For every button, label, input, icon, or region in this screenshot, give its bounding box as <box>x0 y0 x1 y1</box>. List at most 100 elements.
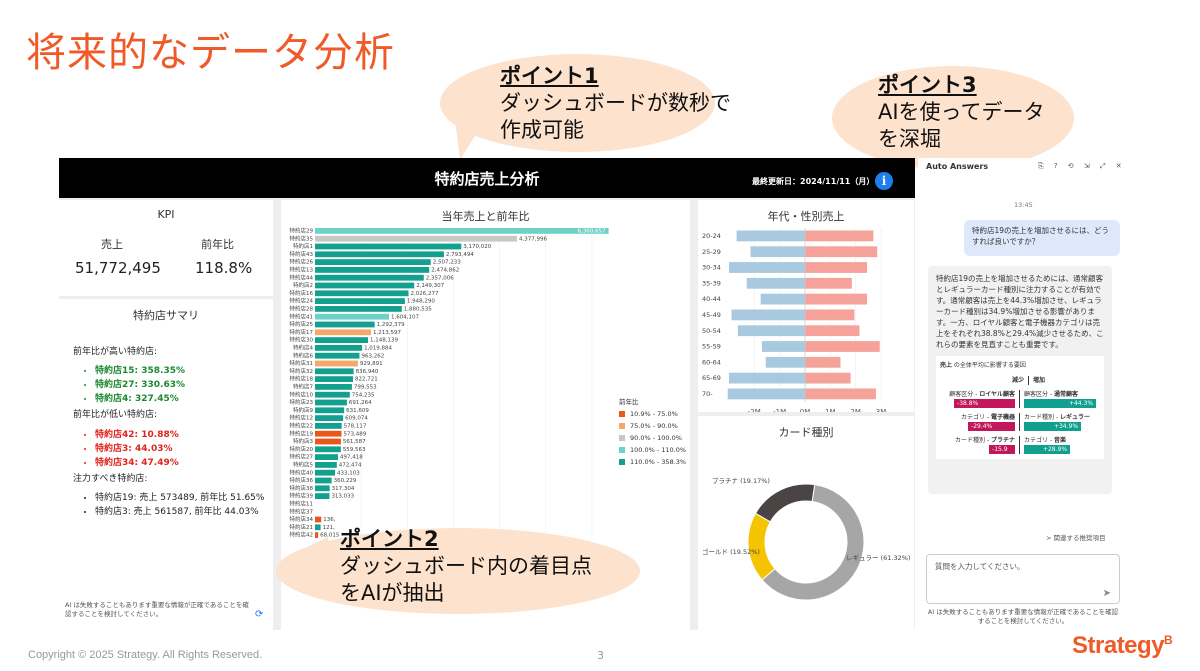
bar-category-label: 特約店44 <box>290 273 314 281</box>
age-category-label: 60-64 <box>702 358 721 366</box>
user-question: 特約店19の売上を増加させるには、どうすれば良いですか？ <box>964 220 1120 256</box>
bar-category-label: 特約店32 <box>290 367 314 375</box>
bar-value-label: 313,033 <box>331 494 354 500</box>
factor-row: カテゴリ - 電子機器 -29.4% カード種別 - レギュラー +34.9% <box>940 413 1100 431</box>
bar-value-label: 68,015 <box>320 533 340 539</box>
bar-female <box>805 309 855 321</box>
dashboard-title: 特約店売上分析 <box>434 170 540 188</box>
bar <box>315 290 409 297</box>
age-category-label: 30-34 <box>702 264 721 272</box>
bar-category-label: 特約店30 <box>290 336 314 344</box>
bar-male <box>729 262 805 273</box>
age-category-label: 40-44 <box>702 295 721 303</box>
bar-category-label: 特約店35 <box>290 234 314 242</box>
bar <box>315 454 338 460</box>
bar-value-label: 559,563 <box>343 447 366 453</box>
bar-value-label: 433,103 <box>337 470 360 476</box>
factor-positive: カテゴリ - 音楽 +28.9% <box>1020 436 1100 454</box>
x-tick-label: -2M <box>748 408 761 412</box>
donut-slice-label: プラチナ (19.17%) <box>712 477 770 485</box>
age-category-label: 55-59 <box>702 343 721 351</box>
bar-category-label: 特約店40 <box>290 468 314 476</box>
callout-1-line2: 作成可能 <box>500 118 584 142</box>
auto-answers-toolbar[interactable]: ⎘ ? ⟲ ⇲ ⤢ ✕ <box>1038 162 1126 170</box>
high-yoy-heading: 前年比が高い特約店: <box>73 347 158 357</box>
page-number: 3 <box>597 649 604 662</box>
focus-heading: 注力すべき特約店: <box>73 474 148 484</box>
factor-row: 顧客区分 - ロイヤル顧客 -38.8% 顧客区分 - 通常顧客 +44.3% <box>940 390 1100 408</box>
callout-3-line2: を深堀 <box>878 127 941 151</box>
summary-title: 特約店サマリ <box>133 309 199 322</box>
factor-positive-label: カテゴリ - 音楽 <box>1024 437 1067 444</box>
auto-answers-disclaimer: AI は失敗することもあります重要な情報が正確であることを確認することを検討して… <box>927 608 1119 625</box>
question-placeholder: 質問を入力してください。 <box>935 562 1025 571</box>
bar <box>315 524 321 531</box>
age-category-label: 35-39 <box>702 279 721 287</box>
factor-negative: 顧客区分 - ロイヤル顧客 -38.8% <box>940 390 1021 408</box>
bar-category-label: 特約店11 <box>290 500 314 508</box>
bar-female <box>805 341 880 352</box>
callout-2-line2: をAIが抽出 <box>340 581 445 605</box>
list-item: 特約店27: 330.63% <box>95 377 185 390</box>
bar-value-label: 822,721 <box>355 377 378 383</box>
bar-value-label: 1,948,290 <box>407 299 435 305</box>
factor-negative-label: カテゴリ - 電子機器 <box>961 414 1016 421</box>
kpi-sales-value: 51,772,495 <box>75 259 161 277</box>
kpi-sales-label: 売上 <box>101 238 123 251</box>
callout-bubble-3 <box>832 66 1074 170</box>
summary-panel: 特約店サマリ 前年比が高い特約店: 特約店15: 358.35% 特約店27: … <box>59 299 273 630</box>
bar-category-label: 特約店19 <box>290 429 314 437</box>
bar-category-label: 特約店20 <box>290 445 314 453</box>
bar-female <box>805 246 878 258</box>
bar-value-label: 4,377,996 <box>519 236 547 242</box>
bar-category-label: 特約店28 <box>290 305 314 313</box>
age-category-label: 65-69 <box>702 374 721 382</box>
bar <box>315 407 345 414</box>
auto-answers-title: Auto Answers <box>926 162 989 171</box>
bar <box>315 376 353 382</box>
bar-value-label: 1,148,139 <box>370 338 398 344</box>
question-input[interactable]: 質問を入力してください。 ➤ <box>926 554 1120 604</box>
bar <box>315 423 342 429</box>
sales-chart-title: 当年売上と前年比 <box>441 210 530 223</box>
bar-value-label: 1,019,884 <box>364 346 392 352</box>
age-category-label: 70- <box>702 390 713 398</box>
bar-value-label: 573,489 <box>343 431 366 437</box>
bar <box>315 329 372 336</box>
info-icon[interactable]: i <box>875 172 893 190</box>
bar-female <box>805 356 841 368</box>
legend-swatch <box>619 423 625 429</box>
send-icon[interactable]: ➤ <box>1102 588 1111 599</box>
factor-negative-bar: -29.4% <box>968 422 1016 431</box>
bar-category-label: 特約店29 <box>290 227 314 235</box>
bar-category-label: 特約店18 <box>290 375 314 383</box>
bar-category-label: 特約店13 <box>290 266 314 274</box>
bar-category-label: 特約店43 <box>290 250 314 258</box>
strategy-logo: StrategyB <box>1072 632 1173 659</box>
bar <box>315 259 431 265</box>
factor-title: 売上 の全体平均に影響する要因 <box>940 362 1026 369</box>
donut-slice-label: レギュラー (61.32%) <box>846 554 910 562</box>
bar <box>315 306 402 312</box>
legend-item: 75.0% - 90.0% <box>619 420 686 432</box>
copyright: Copyright © 2025 Strategy. All Rights Re… <box>28 649 263 661</box>
bar <box>315 415 344 421</box>
list-item: 特約店19: 売上 573489, 前年比 51.65% <box>95 490 264 503</box>
bar-category-label: 特約店17 <box>290 328 314 336</box>
callout-1: ポイント1 ダッシュボードが数秒で 作成可能 <box>500 63 731 144</box>
related-suggestions-link[interactable]: > 関連する推奨項目 <box>1046 534 1106 542</box>
kpi-panel: KPI 売上 前年比 51,772,495 118.8% <box>59 200 273 296</box>
bar <box>315 477 332 484</box>
bar-value-label: 1,213,597 <box>373 330 401 336</box>
bar-male <box>736 230 805 242</box>
factor-positive-bar: +34.9% <box>1024 422 1082 431</box>
refresh-icon[interactable]: ⟳ <box>255 609 264 620</box>
bar-category-label: 特約店12 <box>290 414 314 422</box>
factor-negative-label: カード種別 - プラチナ <box>955 437 1016 444</box>
bar <box>315 446 341 453</box>
bar-category-label: 特約店26 <box>290 258 314 266</box>
bar-female <box>805 372 851 384</box>
bar-male <box>760 293 805 305</box>
bar-category-label: 特約店21 <box>290 523 314 531</box>
bar-category-label: 特約店31 <box>290 359 314 367</box>
